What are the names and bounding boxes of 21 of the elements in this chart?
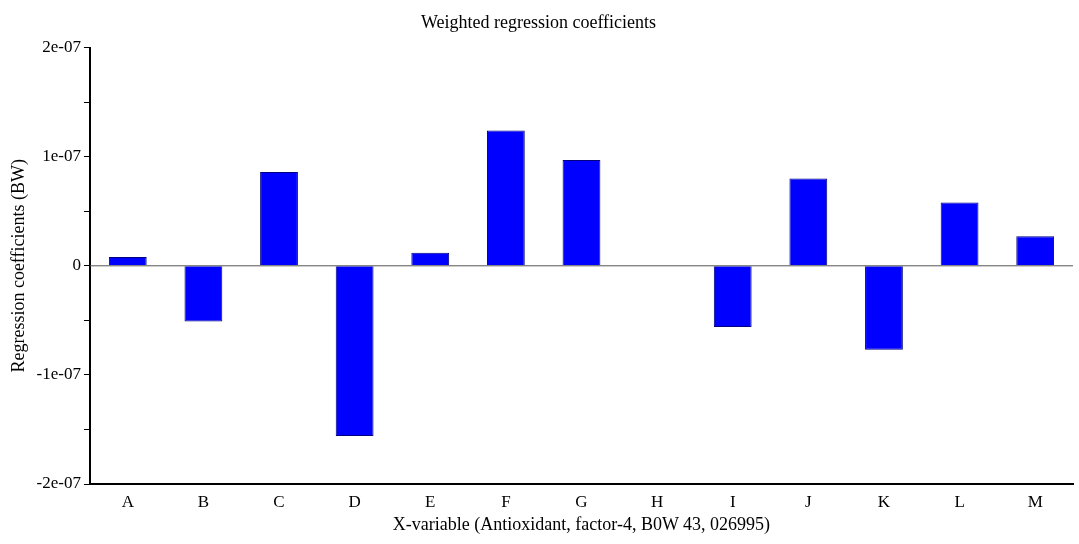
x-tick-label: B: [197, 491, 210, 511]
x-tick-label: J: [805, 491, 813, 511]
y-tick-label: -2e-07: [36, 473, 82, 493]
x-tick-label: H: [650, 491, 664, 511]
y-tick-label: 1e-07: [42, 146, 82, 166]
x-tick-label: D: [348, 491, 361, 511]
x-tick-label: E: [425, 491, 436, 511]
x-tick-label: A: [121, 491, 135, 511]
x-tick-label: C: [273, 491, 285, 511]
y-axis-title: Regression coefficients (BW): [7, 159, 29, 373]
x-tick-label: I: [729, 491, 736, 511]
x-tick-label: M: [1027, 491, 1043, 511]
y-tick-label: 2e-07: [42, 37, 82, 57]
x-tick-label: K: [877, 491, 891, 511]
chart-title: Weighted regression coefficients: [420, 11, 657, 32]
y-tick-label: -1e-07: [36, 364, 82, 384]
x-axis-title: X-variable (Antioxidant, factor-4, B0W 43, 026995): [392, 513, 771, 535]
y-tick-label: 0: [72, 255, 81, 275]
x-tick-label: F: [501, 491, 511, 511]
x-tick-label: L: [954, 491, 965, 511]
x-tick-label: G: [575, 491, 588, 511]
